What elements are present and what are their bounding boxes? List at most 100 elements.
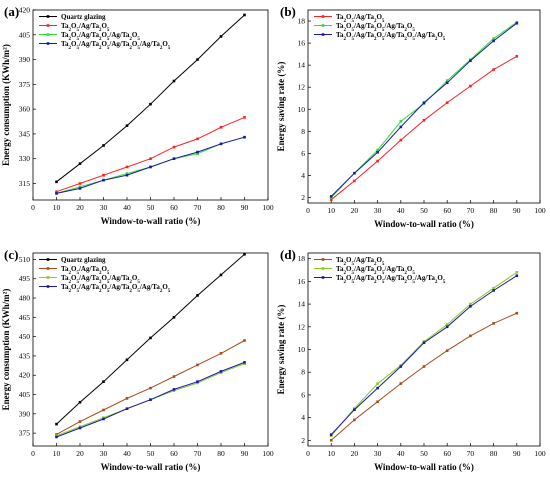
legend-entry-label: Ta2O5/Ag/Ta2O5/Ag/Ta2O5 (336, 22, 415, 33)
y-tick-label: 420 (19, 6, 31, 15)
x-tick-label: 90 (513, 449, 521, 458)
panel-label: (c) (4, 247, 18, 262)
legend-swatch-marker (321, 258, 325, 261)
data-point (125, 124, 129, 127)
y-tick-label: 390 (19, 409, 31, 418)
data-point (515, 271, 519, 274)
data-point (243, 13, 246, 17)
data-point (445, 325, 449, 329)
legend-swatch-marker (46, 276, 50, 279)
legend-entry-label: Ta2O5/Ag/Ta2O5 (61, 265, 110, 276)
x-tick-label: 40 (123, 449, 131, 458)
x-tick-label: 50 (147, 449, 155, 458)
data-point (125, 172, 129, 175)
data-point (196, 58, 199, 61)
data-point (219, 142, 223, 146)
y-tick-label: 14 (298, 61, 306, 70)
data-point (149, 398, 152, 401)
y-tick-label: 390 (19, 55, 31, 64)
data-point (55, 192, 58, 195)
legend-swatch-marker (321, 15, 325, 18)
data-point (172, 79, 176, 83)
x-tick-label: 0 (306, 449, 310, 458)
data-point (469, 334, 472, 338)
chart-panel-d: (d) 0 10 20 30 40 50 60 70 80 90 100 2 4 6 8 10 12 14 16 18 W… (276, 247, 546, 472)
legend-entry-label: Ta2O5/Ag/Ta2O5/Ag/Ta2O5/Ag/Ta2O5 (61, 40, 171, 51)
x-tick-label: 90 (513, 206, 521, 215)
x-tick-label: 20 (76, 203, 84, 212)
x-tick-label: 30 (374, 449, 382, 458)
data-point (492, 286, 495, 290)
legend-entry-label: Ta2O5/Ag/Ta2O5 (61, 22, 110, 33)
x-tick-label: 50 (420, 206, 428, 215)
panel-label: (b) (280, 4, 296, 19)
data-point (102, 144, 105, 147)
data-point (353, 418, 356, 422)
x-tick-label: 80 (217, 449, 225, 458)
data-point (55, 435, 58, 439)
y-tick-label: 18 (298, 254, 306, 263)
data-point (125, 173, 129, 177)
x-tick-label: 100 (262, 203, 274, 212)
data-point (102, 380, 105, 383)
data-point (219, 352, 223, 355)
data-point (78, 182, 82, 185)
data-point (243, 339, 246, 342)
y-tick-label: 4 (301, 413, 305, 422)
x-tick-label: 70 (194, 203, 202, 212)
data-point (172, 157, 176, 160)
data-point (353, 179, 356, 183)
legend-swatch-marker (46, 33, 50, 36)
x-tick-label: 40 (123, 203, 131, 212)
data-point (422, 341, 426, 344)
x-tick-label: 30 (100, 449, 108, 458)
data-point (102, 173, 105, 177)
x-tick-label: 40 (397, 206, 405, 215)
legend-swatch-marker (321, 276, 325, 279)
data-point (149, 157, 152, 160)
x-tick-label: 100 (262, 449, 274, 458)
data-point (196, 294, 199, 297)
data-point (422, 101, 426, 104)
data-point (149, 102, 152, 106)
y-tick-label: 510 (19, 255, 31, 264)
y-tick-label: 4 (301, 171, 305, 180)
y-axis-title: Energy consumption (KWh/m²) (1, 44, 11, 166)
data-point (422, 365, 426, 368)
data-point (196, 380, 199, 383)
data-point (492, 68, 495, 71)
legend-entry-label: Ta2O5/Ag/Ta2O5/Ag/Ta2O5 (61, 274, 140, 285)
data-point (243, 116, 246, 119)
y-tick-label: 2 (301, 193, 305, 202)
x-tick-label: 100 (534, 449, 546, 458)
legend-entry-label: Ta2O5/Ag/Ta2O5 (336, 13, 385, 24)
x-tick-label: 50 (420, 449, 428, 458)
data-point (329, 198, 333, 201)
data-point (102, 408, 105, 412)
data-point (376, 400, 379, 404)
data-point (125, 397, 129, 400)
y-tick-label: 375 (19, 80, 31, 89)
y-tick-label: 16 (298, 277, 306, 286)
data-point (329, 433, 333, 436)
y-tick-label: 12 (298, 322, 306, 331)
data-point (149, 165, 152, 169)
y-tick-label: 360 (19, 105, 31, 114)
data-point (55, 422, 58, 426)
data-point (376, 148, 379, 152)
data-point (515, 55, 519, 58)
series-line-3 (330, 275, 518, 435)
x-tick-label: 0 (31, 449, 35, 458)
y-tick-label: 14 (298, 300, 306, 309)
legend-swatch-marker (46, 15, 50, 18)
series-line-2 (330, 271, 518, 437)
y-tick-label: 12 (298, 83, 306, 92)
data-point (196, 363, 199, 367)
chart-panel-c: (c) 0 10 20 30 40 50 60 70 80 90 100 375 390 405 420 435… (1, 247, 274, 472)
y-tick-label: 8 (301, 127, 305, 136)
data-point (399, 382, 403, 385)
data-point (422, 118, 426, 122)
x-tick-label: 30 (100, 203, 108, 212)
y-tick-label: 10 (298, 105, 306, 114)
